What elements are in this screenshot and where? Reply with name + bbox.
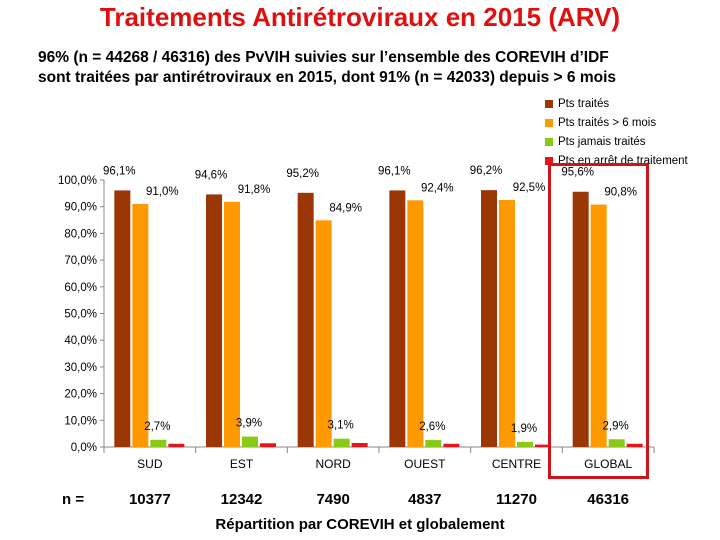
bar-ouest-series-0: [389, 190, 406, 447]
legend-label: Pts traités: [558, 97, 610, 110]
y-tick-label: 100,0%: [58, 175, 97, 187]
global-highlight-box: [548, 163, 649, 479]
data-label: 3,9%: [236, 418, 262, 430]
bar-ouest-series-1: [407, 200, 424, 447]
n-value: 10377: [128, 491, 171, 508]
bar-est-series-3: [260, 443, 276, 447]
n-value: 7490: [316, 491, 350, 508]
data-label: 96,1%: [378, 165, 411, 177]
data-label: 95,2%: [286, 168, 319, 180]
legend-item: Pts traités: [545, 94, 688, 113]
bar-nord-series-3: [351, 442, 368, 447]
bar-centre-series-3: [535, 444, 551, 447]
y-tick-label: 10,0%: [64, 415, 97, 427]
data-label: 95,6%: [561, 167, 594, 179]
y-tick-label: 90,0%: [64, 202, 97, 214]
bar-centre-series-0: [481, 190, 497, 447]
bar-centre-series-2: [517, 441, 533, 447]
y-tick-label: 0,0%: [71, 442, 97, 454]
legend-label: Pts traités > 6 mois: [558, 116, 657, 129]
n-value: 11270: [496, 491, 537, 508]
data-label: 3,1%: [328, 420, 354, 432]
bar-sud-series-3: [168, 443, 185, 447]
page-title: Traitements Antirétroviraux en 2015 (ARV…: [99, 2, 621, 32]
data-label: 96,2%: [470, 165, 503, 177]
bar-global-series-0: [572, 191, 589, 447]
x-tick-label: GLOBAL: [584, 457, 632, 471]
subtitle-line-2: sont traitées par antirétroviraux en 201…: [38, 69, 617, 86]
data-label: 84,9%: [329, 202, 362, 214]
x-tick-label: NORD: [315, 457, 351, 471]
y-tick-label: 30,0%: [64, 362, 97, 374]
data-label: 96,1%: [103, 165, 136, 177]
bar-global-series-1: [590, 204, 607, 447]
y-tick-label: 50,0%: [64, 309, 97, 321]
bar-est-series-0: [206, 194, 222, 447]
legend-swatch: [545, 99, 553, 108]
legend-swatch: [545, 118, 553, 127]
data-label: 92,4%: [421, 182, 454, 194]
data-label: 2,9%: [603, 420, 629, 432]
y-tick-label: 60,0%: [64, 282, 97, 294]
n-value: 12342: [220, 491, 263, 508]
legend-item: Pts jamais traités: [545, 132, 688, 151]
bar-sud-series-0: [114, 190, 131, 447]
bar-global-series-2: [608, 439, 625, 447]
data-label: 1,9%: [511, 423, 537, 435]
data-label: 91,0%: [146, 186, 179, 198]
data-label: 90,8%: [604, 187, 637, 199]
bar-centre-series-1: [499, 200, 515, 447]
subtitle: 96% (n = 44268 / 46316) des PvVIH suivie…: [38, 48, 698, 88]
subtitle-line-1: 96% (n = 44268 / 46316) des PvVIH suivie…: [38, 49, 609, 66]
data-label: 92,5%: [513, 182, 546, 194]
bar-nord-series-0: [297, 192, 314, 447]
legend-swatch: [545, 156, 553, 165]
n-prefix: n =: [62, 491, 85, 508]
n-value: 46316: [587, 491, 630, 508]
data-label: 2,7%: [144, 421, 170, 433]
data-label: 2,6%: [419, 421, 445, 433]
data-label: 91,8%: [238, 184, 271, 196]
x-tick-label: CENTRE: [492, 457, 541, 471]
bar-sud-series-2: [150, 439, 167, 447]
bar-nord-series-2: [333, 438, 350, 447]
x-tick-label: OUEST: [404, 457, 446, 471]
n-value: 4837: [408, 491, 442, 508]
legend-item: Pts traités > 6 mois: [545, 113, 688, 132]
x-tick-label: SUD: [137, 457, 163, 471]
bar-nord-series-1: [315, 220, 332, 447]
bar-ouest-series-3: [443, 443, 460, 447]
legend-label: Pts jamais traités: [558, 135, 646, 148]
y-tick-label: 20,0%: [64, 389, 97, 401]
legend-swatch: [545, 137, 553, 146]
x-axis-label: Répartition par COREVIH et globalement: [215, 516, 505, 533]
y-tick-label: 40,0%: [64, 335, 97, 347]
bar-est-series-1: [224, 201, 240, 447]
x-tick-label: EST: [230, 457, 254, 471]
bar-ouest-series-2: [425, 440, 442, 447]
y-tick-label: 80,0%: [64, 228, 97, 240]
data-label: 94,6%: [195, 169, 228, 181]
bar-global-series-3: [626, 443, 643, 447]
bar-est-series-2: [242, 436, 258, 447]
bar-sud-series-1: [132, 204, 149, 447]
y-tick-label: 70,0%: [64, 255, 97, 267]
